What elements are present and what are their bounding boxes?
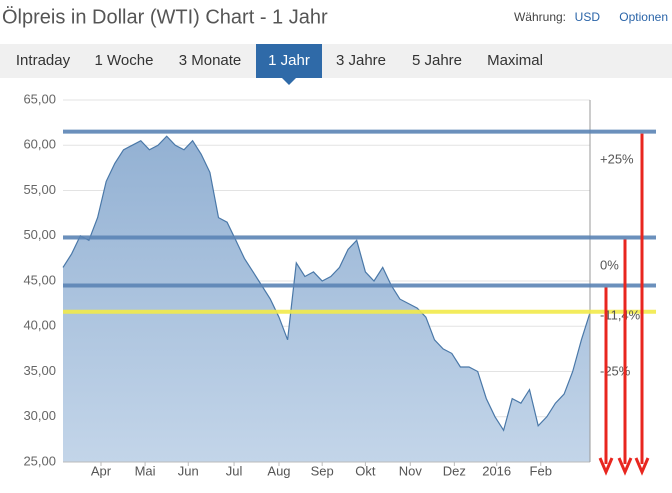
x-tick-label: 2016 xyxy=(482,463,511,478)
y-tick-label: 50,00 xyxy=(23,227,56,242)
y-tick-label: 45,00 xyxy=(23,272,56,287)
red-arrow-head xyxy=(634,457,650,476)
y-tick-label: 40,00 xyxy=(23,318,56,333)
y-tick-label: 30,00 xyxy=(23,408,56,423)
price-area xyxy=(63,136,590,462)
y-tick-label: 35,00 xyxy=(23,363,56,378)
percent-label: +25% xyxy=(600,151,634,166)
x-tick-label: Nov xyxy=(399,463,423,478)
red-arrow-head xyxy=(617,457,633,476)
tab[interactable]: 1 Jahr xyxy=(268,52,310,69)
percent-label: 0% xyxy=(600,257,619,272)
page-title: Ölpreis in Dollar (WTI) Chart - 1 Jahr xyxy=(2,6,328,28)
x-tick-label: Mai xyxy=(135,463,156,478)
x-tick-label: Sep xyxy=(311,463,334,478)
x-tick-label: Feb xyxy=(530,463,552,478)
currency-label: Währung: xyxy=(514,10,566,24)
tab[interactable]: 5 Jahre xyxy=(412,52,462,69)
x-tick-label: Okt xyxy=(355,463,376,478)
active-tab-pointer xyxy=(282,78,296,85)
percent-label: -25% xyxy=(600,363,631,378)
red-arrow-head xyxy=(598,457,614,476)
y-tick-label: 55,00 xyxy=(23,182,56,197)
active-tab xyxy=(256,44,322,78)
currency-link[interactable]: USD xyxy=(575,10,601,24)
tab[interactable]: 1 Woche xyxy=(95,52,154,69)
x-tick-label: Jun xyxy=(178,463,199,478)
x-tick-label: Dez xyxy=(443,463,466,478)
y-tick-label: 65,00 xyxy=(23,91,56,106)
x-tick-label: Jul xyxy=(226,463,243,478)
y-tick-label: 60,00 xyxy=(23,137,56,152)
tab[interactable]: 3 Jahre xyxy=(336,52,386,69)
percent-label: -11,4% xyxy=(600,307,641,322)
x-tick-label: Apr xyxy=(91,463,112,478)
tab-bar xyxy=(0,44,672,78)
y-tick-label: 25,00 xyxy=(23,453,56,468)
x-tick-label: Aug xyxy=(267,463,290,478)
tab[interactable]: 3 Monate xyxy=(179,52,242,69)
price-line xyxy=(62,135,591,432)
tab[interactable]: Intraday xyxy=(16,52,71,69)
options-link[interactable]: Optionen xyxy=(619,10,668,24)
tab[interactable]: Maximal xyxy=(487,52,543,69)
